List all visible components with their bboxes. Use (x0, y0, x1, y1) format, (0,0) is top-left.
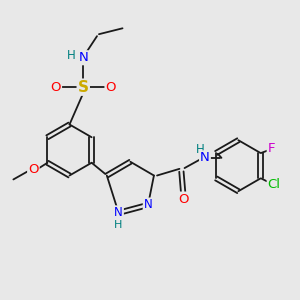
Text: O: O (50, 81, 61, 94)
Text: O: O (28, 163, 39, 176)
Text: O: O (106, 81, 116, 94)
Text: F: F (268, 142, 275, 155)
Text: N: N (78, 51, 88, 64)
Text: N: N (144, 199, 152, 212)
Text: N: N (114, 206, 123, 219)
Text: O: O (178, 193, 189, 206)
Text: H: H (196, 143, 205, 156)
Text: H: H (67, 49, 76, 62)
Text: N: N (200, 152, 210, 164)
Text: Cl: Cl (268, 178, 281, 191)
Text: H: H (114, 220, 122, 230)
Text: S: S (78, 80, 89, 95)
